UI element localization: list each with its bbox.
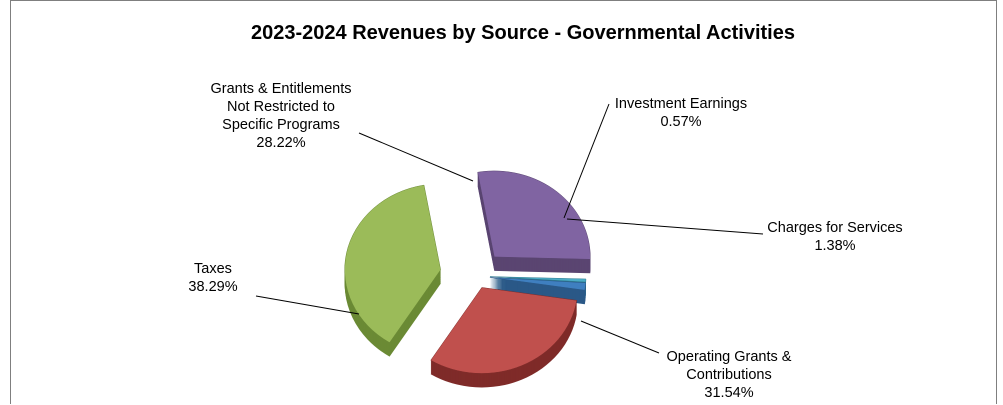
pie-slice-wall bbox=[489, 278, 586, 292]
slice-value-label: 31.54% bbox=[704, 385, 753, 401]
chart-frame: 2023-2024 Revenues by Source - Governmen… bbox=[10, 0, 997, 404]
slice-category-label: Not Restricted to bbox=[227, 99, 335, 115]
slice-category-label: Taxes bbox=[194, 261, 232, 277]
leader-line bbox=[358, 132, 474, 182]
slice-category-label: Specific Programs bbox=[222, 117, 340, 133]
slice-label: Taxes 38.29% bbox=[188, 261, 237, 295]
slice-label: Grants & Entitlements Not Restricted to Sp… bbox=[210, 81, 351, 151]
pie-slice bbox=[344, 184, 441, 343]
slices-layer bbox=[344, 170, 591, 388]
slice-value-label: 0.57% bbox=[660, 114, 701, 130]
leader-line bbox=[255, 295, 360, 315]
pie-slice-wall bbox=[489, 280, 586, 294]
slice-value-label: 38.29% bbox=[188, 279, 237, 295]
slice-label: Investment Earnings 0.57% bbox=[615, 96, 747, 130]
slice-label: Operating Grants & Contributions 31.54% bbox=[667, 349, 792, 401]
pie-slice bbox=[489, 277, 586, 291]
pie-slice-wall bbox=[489, 287, 586, 301]
pie-slice-wall bbox=[489, 281, 586, 295]
slice-label: Charges for Services 1.38% bbox=[767, 220, 902, 254]
slice-value-label: 28.22% bbox=[256, 135, 305, 151]
pie-slice bbox=[489, 276, 587, 283]
labels-layer: Grants & Entitlements Not Restricted to Sp… bbox=[188, 81, 902, 401]
leader-line bbox=[563, 103, 610, 219]
pie-slice-wall bbox=[489, 285, 586, 299]
pie-slice-wall bbox=[489, 283, 586, 297]
chart-title: 2023-2024 Revenues by Source - Governmen… bbox=[251, 22, 795, 44]
slice-category-label: Grants & Entitlements bbox=[210, 81, 351, 97]
slice-value-label: 1.38% bbox=[814, 238, 855, 254]
pie-slice-wall bbox=[489, 282, 586, 296]
pie-chart: 2023-2024 Revenues by Source - Governmen… bbox=[188, 22, 902, 401]
slice-category-label: Operating Grants & bbox=[667, 349, 792, 365]
slice-category-label: Investment Earnings bbox=[615, 96, 747, 112]
leader-line bbox=[566, 218, 764, 235]
slice-category-label: Contributions bbox=[686, 367, 771, 383]
pie-slice-wall bbox=[489, 279, 586, 293]
pie-slice bbox=[477, 170, 591, 260]
pie-slice-wall bbox=[489, 284, 586, 298]
leader-line bbox=[580, 320, 660, 354]
pie-slice bbox=[430, 287, 578, 374]
pie-slice-wall bbox=[489, 286, 586, 300]
slice-category-label: Charges for Services bbox=[767, 220, 902, 236]
